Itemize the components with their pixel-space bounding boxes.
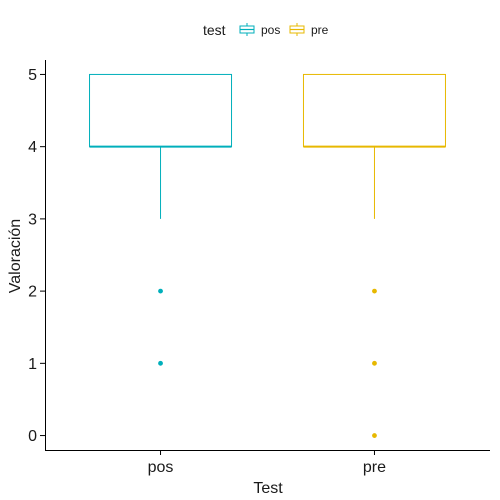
- legend-key-pos: [239, 23, 255, 36]
- box-body: [302, 73, 446, 148]
- outlier-point: [372, 288, 377, 294]
- y-tick-label: 0: [28, 428, 37, 445]
- outlier-point: [372, 360, 377, 366]
- y-tick-label: 3: [28, 211, 37, 228]
- legend-key-pre: [289, 23, 305, 36]
- x-axis-ticks: pos pre: [148, 450, 386, 476]
- y-tick-label: 1: [28, 356, 37, 373]
- box-pre: [302, 73, 446, 438]
- x-axis-title: Test: [253, 480, 283, 497]
- boxes: [89, 73, 446, 438]
- y-tick-label: 2: [28, 284, 37, 301]
- outlier-point: [158, 360, 163, 366]
- y-tick-label: 5: [28, 67, 37, 84]
- legend-title: test: [203, 22, 226, 38]
- outlier-point: [158, 288, 163, 294]
- legend-label-pre: pre: [311, 23, 329, 37]
- x-tick-label: pre: [363, 459, 386, 476]
- outlier-point: [372, 433, 377, 438]
- legend-label-pos: pos: [261, 23, 280, 37]
- x-tick-label: pos: [148, 459, 174, 476]
- y-axis-ticks: 0 1 2 3 4 5: [28, 67, 45, 445]
- box-pos: [89, 73, 233, 366]
- y-tick-label: 4: [28, 139, 37, 156]
- box-body: [89, 73, 233, 148]
- y-axis-title: Valoración: [7, 219, 24, 293]
- legend: test pos pre: [203, 22, 329, 38]
